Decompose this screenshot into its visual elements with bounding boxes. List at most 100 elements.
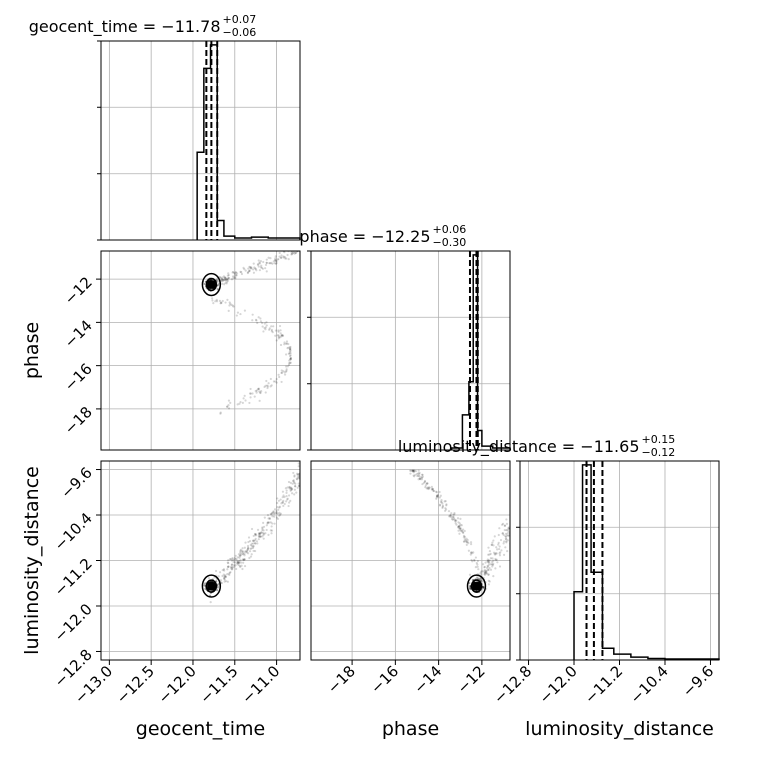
- sample-point-497: [220, 301, 223, 305]
- sample-point-472: [242, 558, 245, 562]
- sample-point-282: [279, 512, 282, 515]
- sample-point-339: [289, 358, 292, 361]
- sample-point-442: [239, 551, 242, 554]
- sample-point-403: [278, 324, 282, 328]
- title-phase: phase = −12.25: [299, 227, 430, 246]
- sample-point-323: [489, 552, 492, 555]
- contour-inner: [205, 277, 218, 292]
- sample-point-272: [227, 565, 230, 568]
- sample-point-469: [296, 472, 299, 475]
- sample-point-285: [287, 352, 290, 355]
- sample-point-385: [257, 388, 260, 391]
- sample-point-367: [254, 318, 258, 321]
- sample-point-549: [268, 327, 271, 330]
- sample-point-399: [479, 571, 482, 575]
- sample-point-537: [228, 558, 232, 561]
- sample-point-564: [224, 279, 227, 282]
- sample-point-285: [269, 529, 272, 532]
- sample-point-478: [411, 470, 414, 473]
- sample-point-474: [417, 472, 420, 475]
- sample-point-371: [262, 537, 265, 540]
- sample-point-362: [453, 518, 456, 521]
- contour-outer: [201, 574, 222, 598]
- frame-geocent_time: [100, 40, 301, 241]
- sample-point-425: [223, 577, 226, 580]
- sample-point-516: [251, 539, 255, 543]
- sample-point-284: [294, 251, 297, 254]
- sample-point-446: [224, 277, 228, 281]
- sample-point-384: [247, 552, 250, 555]
- sample-point-438: [297, 473, 300, 476]
- sample-point-400: [260, 264, 263, 267]
- xtick-label-geocent_time-1: −12.5: [113, 662, 158, 707]
- sample-point-361: [507, 527, 510, 531]
- sample-point-316: [469, 553, 472, 556]
- sample-point-401: [233, 561, 237, 564]
- sample-point-577: [237, 553, 240, 556]
- sample-point-475: [288, 361, 292, 365]
- sample-point-538: [420, 475, 423, 479]
- sample-point-336: [248, 265, 251, 268]
- scatter-points: [409, 469, 510, 598]
- sample-point-472: [223, 278, 227, 281]
- sample-point-335: [289, 361, 292, 364]
- sample-point-513: [266, 385, 270, 388]
- sample-point-370: [466, 540, 469, 544]
- sample-point-543: [226, 565, 230, 569]
- sample-point-369: [281, 334, 285, 337]
- sample-point-561: [227, 559, 230, 562]
- sample-point-383: [255, 319, 258, 322]
- sample-point-482: [223, 278, 226, 281]
- sample-point-352: [220, 277, 223, 280]
- sample-point-568: [252, 534, 255, 538]
- sample-point-381: [270, 384, 273, 387]
- sample-point-323: [266, 386, 269, 390]
- sample-point-386: [450, 512, 453, 515]
- sample-point-416: [244, 269, 247, 272]
- sample-point-286: [414, 473, 417, 476]
- sample-point-275: [289, 356, 292, 360]
- sample-point-417: [223, 578, 226, 581]
- sample-point-297: [250, 553, 253, 556]
- sample-point-437: [228, 301, 231, 304]
- sample-point-576: [221, 276, 224, 279]
- sample-point-378: [421, 475, 424, 478]
- sample-point-313: [502, 542, 505, 545]
- sample-point-452: [417, 474, 420, 477]
- sample-point-542: [243, 268, 246, 271]
- sample-point-275: [229, 566, 233, 569]
- sample-point-522: [471, 560, 474, 563]
- sample-point-442: [458, 525, 461, 528]
- sample-point-367: [226, 561, 229, 564]
- sample-point-440: [225, 278, 228, 281]
- sample-point-268: [412, 474, 415, 477]
- sample-point-397: [491, 565, 494, 568]
- sample-point-468: [281, 496, 284, 499]
- sample-point-301: [212, 301, 215, 305]
- sample-point-360: [294, 485, 297, 488]
- sample-point-350: [232, 564, 236, 567]
- sample-point-336: [228, 573, 231, 577]
- sample-point-402: [280, 256, 283, 259]
- sample-point-380: [259, 531, 263, 534]
- sample-point-543: [239, 312, 242, 316]
- sample-point-528: [441, 502, 444, 505]
- sample-point-468: [290, 253, 293, 256]
- sample-point-413: [261, 321, 264, 325]
- sample-point-443: [501, 532, 504, 535]
- sample-point-311: [253, 542, 257, 545]
- sample-point-409: [277, 336, 280, 339]
- sample-point-384: [275, 261, 278, 265]
- sample-point-484: [235, 274, 238, 277]
- sample-point-370: [297, 477, 300, 480]
- sample-point-274: [465, 537, 468, 540]
- sample-point-565: [504, 535, 508, 539]
- sample-point-525: [295, 491, 298, 494]
- sample-point-491: [278, 506, 281, 509]
- sample-point-480: [411, 469, 415, 472]
- sample-point-446: [238, 556, 241, 559]
- sample-point-501: [264, 532, 267, 535]
- sample-point-432: [276, 517, 279, 520]
- sample-point-577: [484, 570, 487, 574]
- sample-point-521: [287, 363, 291, 367]
